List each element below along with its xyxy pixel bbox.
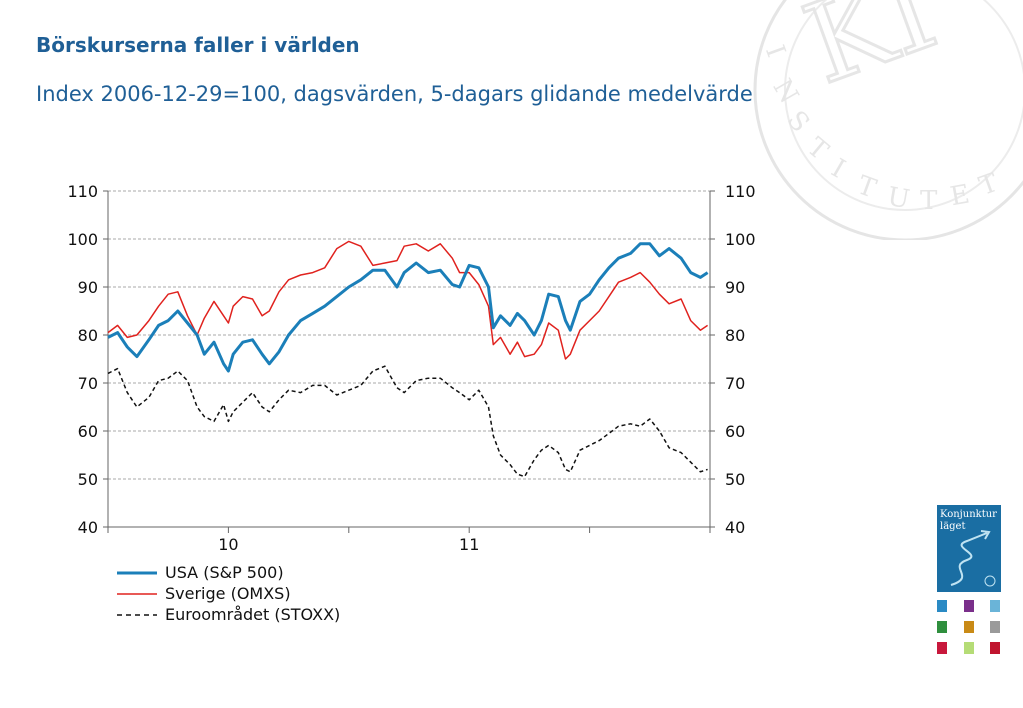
y-tick-label-right: 110: [725, 182, 756, 201]
y-tick-label-left: 40: [78, 518, 98, 537]
y-tick-label-left: 100: [67, 230, 98, 249]
series-line-usa: [107, 242, 709, 373]
legend-label-euro: Euroområdet (STOXX): [165, 605, 341, 624]
x-tick-label: 10: [218, 535, 238, 554]
y-tick-label-right: 100: [725, 230, 756, 249]
y-tick-label-right: 40: [725, 518, 745, 537]
y-tick-label-left: 60: [78, 422, 98, 441]
thumbnail-icon: [937, 621, 947, 633]
konjunkturlaget-cover-logo: Konjunktur läget: [937, 505, 1001, 592]
thumbnail-icon: [964, 600, 974, 612]
institute-seal-logo: KI I N S T I T U T E T: [753, 0, 1023, 240]
svg-text:U: U: [885, 182, 912, 215]
y-tick-label-left: 90: [78, 278, 98, 297]
thumbnail-icon: [964, 642, 974, 654]
legend-swatch-usa: [117, 571, 157, 574]
cover-title-line1: Konjunktur: [940, 509, 997, 520]
thumbnail-icon: [990, 642, 1000, 654]
y-tick-label-right: 60: [725, 422, 745, 441]
y-tick-label-right: 90: [725, 278, 745, 297]
page-title: Börskurserna faller i världen: [36, 33, 360, 57]
series-line-euro: [107, 365, 708, 478]
legend-label-usa: USA (S&P 500): [165, 563, 284, 582]
y-tick-label-left: 50: [78, 470, 98, 489]
y-tick-label-left: 70: [78, 374, 98, 393]
thumbnail-icon: [937, 642, 947, 654]
legend-swatch-sverige: [117, 592, 157, 595]
y-tick-label-right: 80: [725, 326, 745, 345]
cover-title-line2: läget: [940, 521, 966, 532]
legend-swatch-euro: [117, 613, 157, 616]
x-tick-label: 11: [459, 535, 479, 554]
svg-text:E: E: [948, 179, 972, 212]
thumbnail-icon: [990, 600, 1000, 612]
cover-arrow-icon: [950, 530, 996, 587]
y-tick-label-left: 110: [67, 182, 98, 201]
series-line-sverige: [107, 240, 709, 360]
y-tick-label-left: 80: [78, 326, 98, 345]
thumbnail-icon: [964, 621, 974, 633]
legend-label-sverige: Sverige (OMXS): [165, 584, 291, 603]
chart-subtitle: Index 2006-12-29=100, dagsvärden, 5-daga…: [36, 82, 753, 106]
thumbnail-icon: [937, 600, 947, 612]
thumbnail-icon: [990, 621, 1000, 633]
y-tick-label-right: 50: [725, 470, 745, 489]
legend-item-euro: Euroområdet (STOXX): [117, 604, 340, 625]
legend-item-sverige: Sverige (OMXS): [117, 583, 340, 604]
legend-item-usa: USA (S&P 500): [117, 562, 340, 583]
y-tick-label-right: 70: [725, 374, 745, 393]
svg-text:T: T: [920, 186, 938, 216]
chart-legend: USA (S&P 500) Sverige (OMXS) Euroområdet…: [117, 562, 340, 625]
